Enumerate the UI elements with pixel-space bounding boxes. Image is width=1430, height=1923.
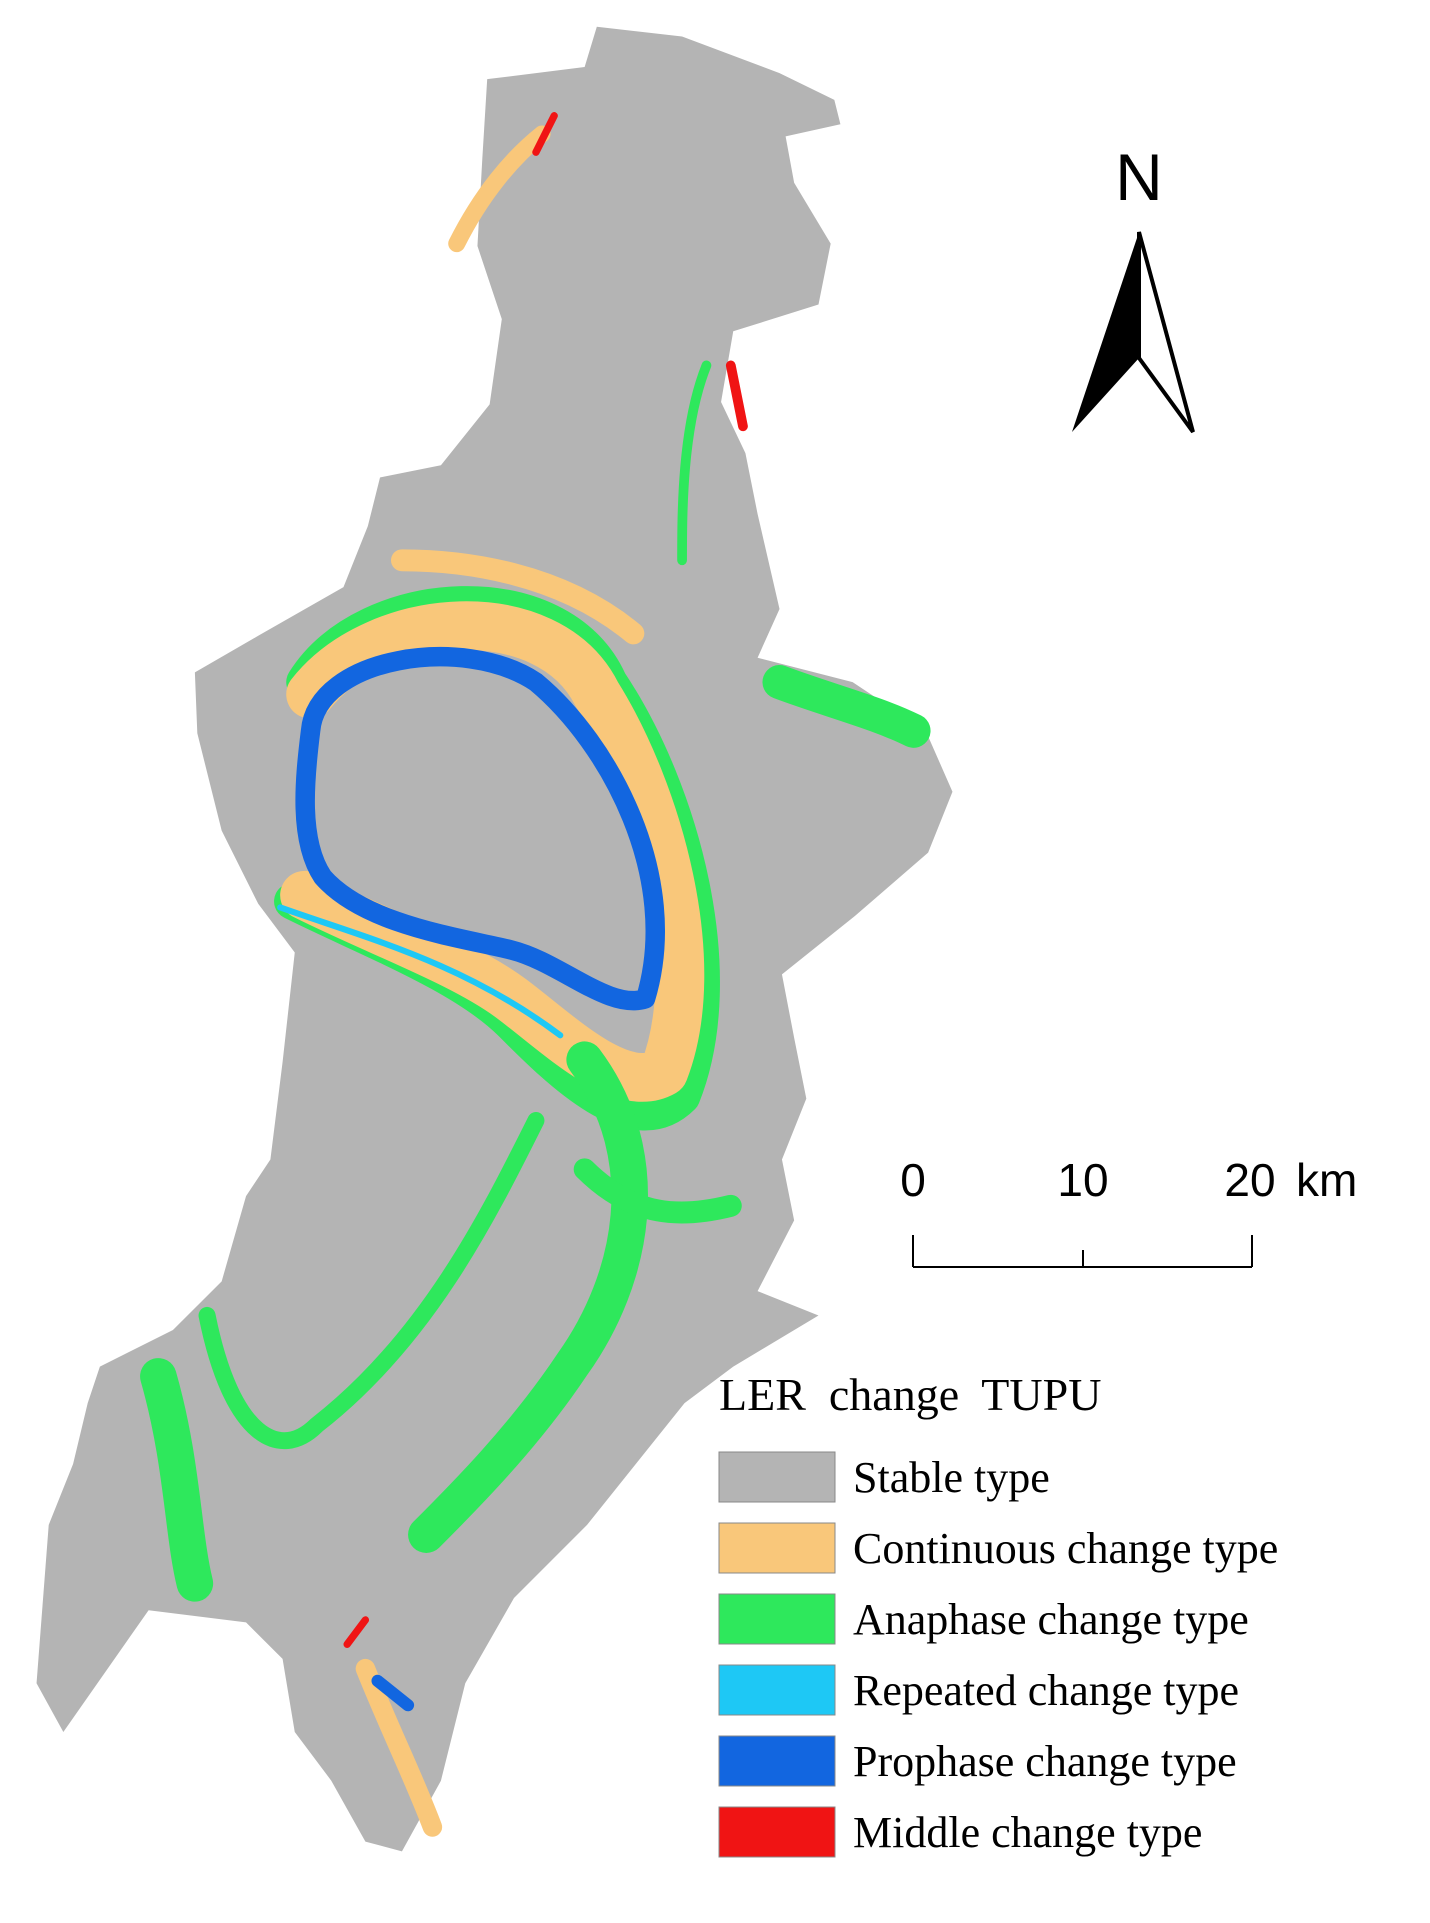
anaphase-band — [408, 1041, 648, 1553]
legend-label: Continuous change type — [853, 1524, 1278, 1573]
prophase-patch — [371, 1674, 415, 1712]
legend-title: LER change TUPU — [719, 1369, 1101, 1420]
middle-patch — [532, 112, 558, 156]
legend-swatch — [718, 1451, 836, 1503]
middle-patch — [343, 1616, 370, 1648]
scale-label: 20 — [1224, 1154, 1275, 1206]
prophase-loop — [295, 647, 665, 1011]
north-arrow-left — [1072, 232, 1139, 432]
study-area-map — [36, 26, 953, 1852]
north-label: N — [1115, 140, 1163, 214]
legend: LER change TUPU Stable type Continuous ch… — [718, 1369, 1278, 1858]
north-arrow: N — [1072, 140, 1195, 434]
anaphase-band — [140, 1358, 214, 1602]
middle-patch — [725, 360, 748, 432]
anaphase-band — [198, 1112, 545, 1450]
legend-label: Middle change type — [853, 1808, 1202, 1857]
north-arrow-right — [1137, 231, 1195, 434]
continuous-band — [448, 125, 551, 253]
anaphase-band — [573, 1158, 742, 1224]
change-bands — [140, 112, 931, 1837]
legend-label: Prophase change type — [853, 1737, 1237, 1786]
legend-swatch — [718, 1806, 836, 1858]
legend-swatch — [718, 1664, 836, 1716]
scale-unit: km — [1296, 1154, 1357, 1206]
continuous-band — [390, 549, 645, 645]
scale-label: 10 — [1057, 1154, 1108, 1206]
legend-swatch — [718, 1522, 836, 1574]
scale-bar: 0 10 20 km — [900, 1154, 1357, 1268]
continuous-band — [355, 1658, 443, 1837]
continuous-band — [280, 601, 705, 1102]
legend-label: Anaphase change type — [853, 1595, 1249, 1644]
repeated-patch — [277, 904, 564, 1039]
legend-label: Repeated change type — [853, 1666, 1239, 1715]
scale-label: 0 — [900, 1154, 926, 1206]
legend-label: Stable type — [853, 1453, 1050, 1502]
anaphase-band — [677, 360, 712, 566]
legend-swatch — [718, 1735, 836, 1787]
legend-swatch — [718, 1593, 836, 1645]
anaphase-patch — [762, 665, 931, 748]
